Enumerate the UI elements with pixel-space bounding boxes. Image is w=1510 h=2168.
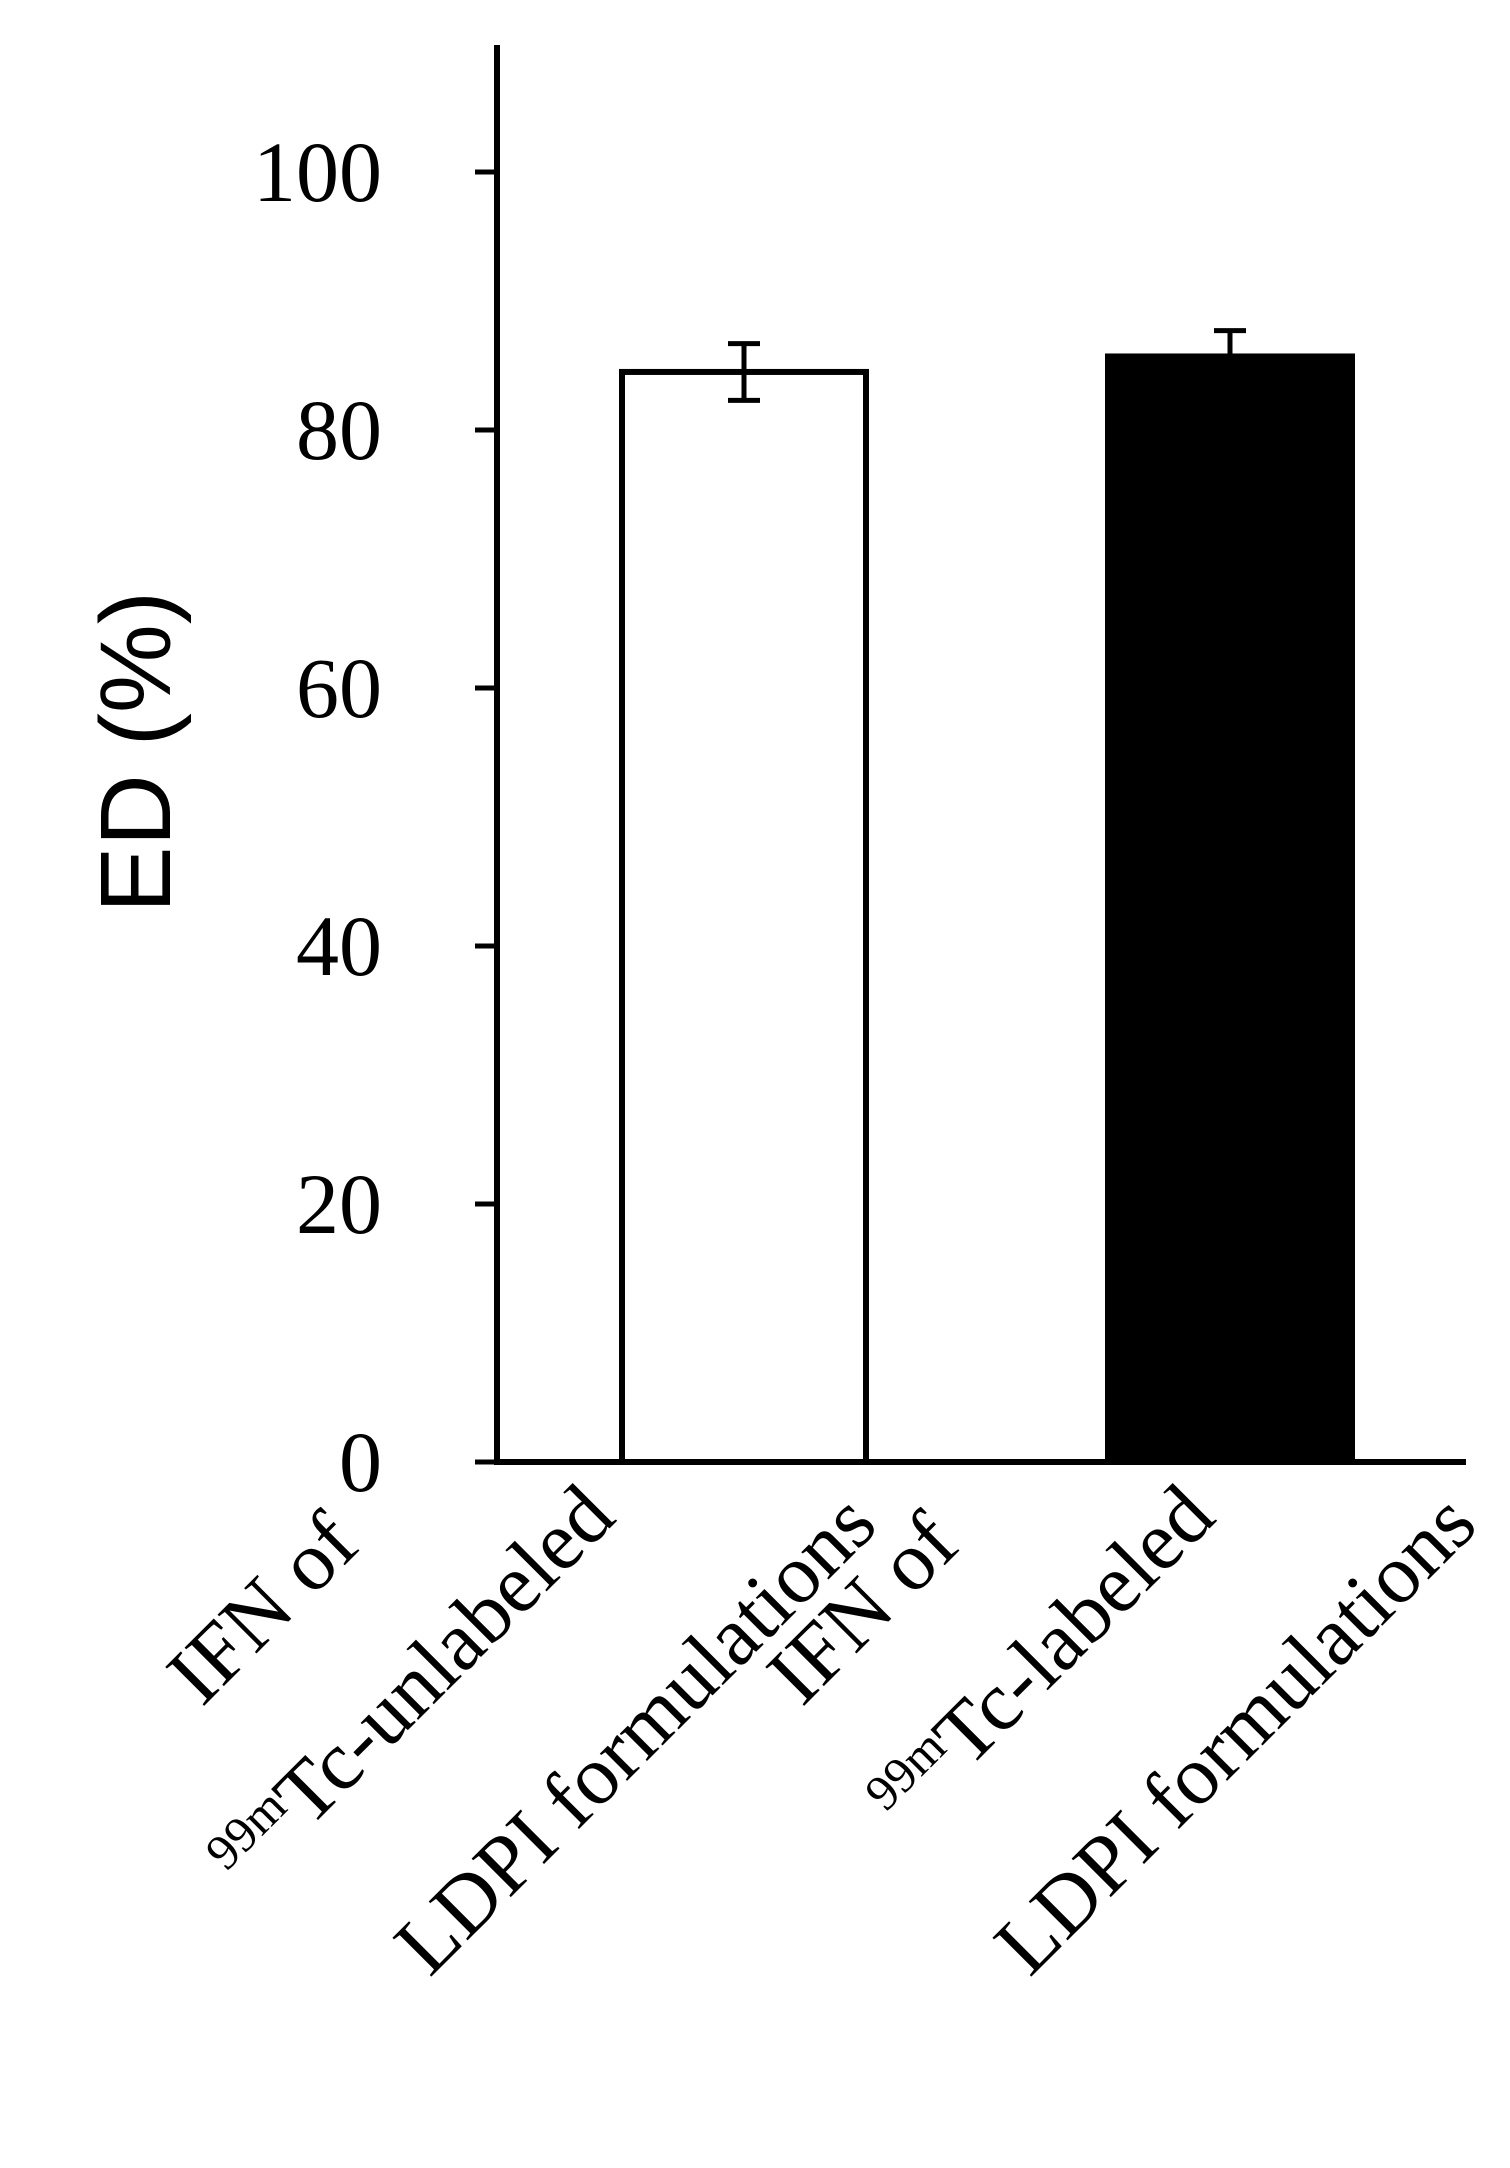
y-tick-label: 40 [296,898,382,994]
y-tick-label: 60 [296,640,382,736]
error-bar [1214,328,1246,357]
y-tick-label: 0 [339,1414,382,1510]
y-axis-ticks: 0 20 40 60 80 100 [253,124,497,1510]
bar [619,368,869,1466]
bar [1105,353,1355,1466]
y-tick-label: 100 [253,124,382,220]
axes [494,45,1466,1465]
y-axis-title: ED (%) [80,591,192,913]
bars [619,328,1355,1466]
y-tick-label: 80 [296,382,382,478]
category-label-line: LDPI formulations [977,1476,1493,1992]
y-tick-label: 20 [296,1156,382,1252]
error-bar [728,341,760,403]
category-label-line: IFN of [150,1496,376,1722]
category-label-line: LDPI formulations [377,1476,893,1992]
